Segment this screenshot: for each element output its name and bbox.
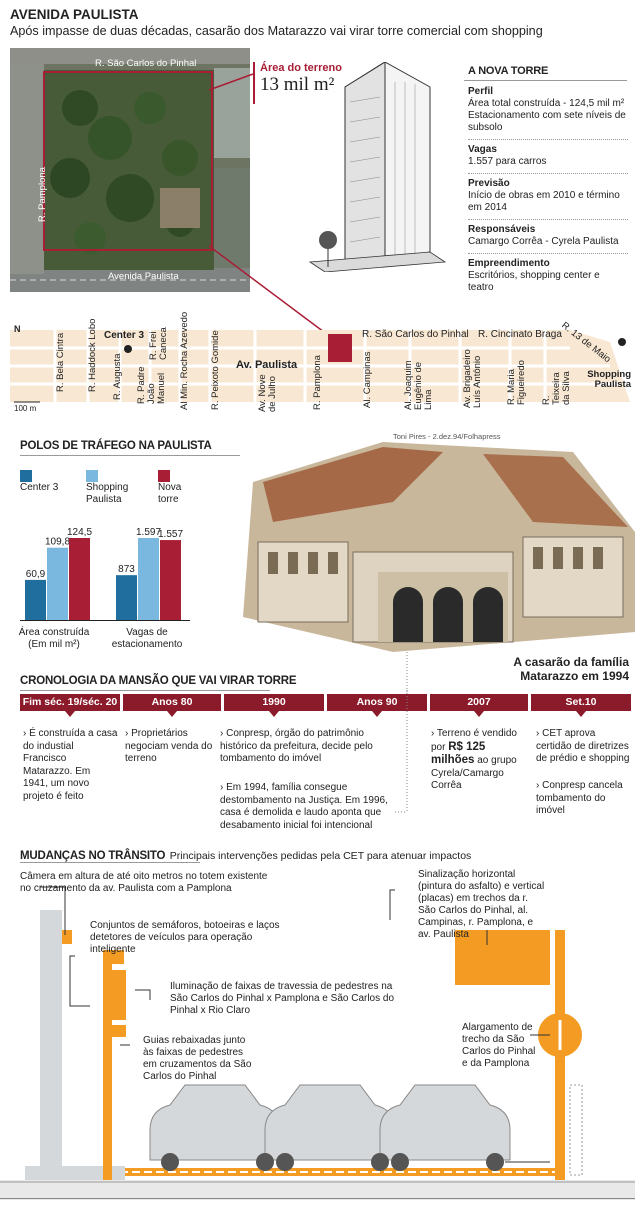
- kicker: AVENIDA PAULISTA: [10, 7, 139, 22]
- area-value: 13 mil m²: [260, 74, 335, 95]
- tower-title: A NOVA TORRE: [468, 65, 549, 77]
- bar-value-label: 1.557: [158, 529, 183, 540]
- timeline-tab: Fim séc. 19/séc. 20: [20, 694, 120, 717]
- street-label-bottom: Avenida Paulista: [108, 271, 179, 282]
- timeline-text: › É construída a casa do industial Franc…: [23, 728, 118, 802]
- legend-swatch: [158, 470, 170, 482]
- connector-lines: [208, 73, 341, 345]
- north-arrow: N: [14, 324, 21, 334]
- timeline-price: R$ 125 milhões: [431, 740, 486, 767]
- chart-category: Vagas de estacionamento: [111, 627, 183, 650]
- scale-label: 100 m: [14, 404, 37, 413]
- tower-item: Vagas 1.557 para carros: [468, 144, 628, 168]
- tower-item: Perfil Área total construída - 124,5 mil…: [468, 86, 628, 134]
- tower-item-head: Responsáveis: [468, 224, 536, 235]
- timeline-tab: Anos 80: [123, 694, 221, 717]
- note-camera: Câmera em altura de até oito metros no t…: [20, 871, 268, 894]
- tower-item-head: Previsão: [468, 178, 510, 189]
- map-cincinato: R. Cincinato Braga: [478, 329, 562, 340]
- aerial-photo: [10, 48, 250, 292]
- chart-title: POLOS DE TRÁFEGO NA PAULISTA: [20, 440, 212, 452]
- timeline-text: › Conpresp cancela tombamento do imóvel: [536, 780, 623, 816]
- lot-outline: [43, 71, 213, 251]
- timeline-connectors: [395, 652, 408, 813]
- tower-item-text: Camargo Corrêa - Cyrela Paulista: [468, 236, 619, 247]
- timeline-tab: Anos 90: [327, 694, 427, 717]
- timeline-text: › Em 1994, família consegue destombament…: [220, 782, 388, 831]
- headline: Após impasse de duas décadas, casarão do…: [10, 24, 543, 38]
- bar-value-label: 60,9: [26, 569, 46, 580]
- tower-item: Previsão Início de obras em 2010 e térmi…: [468, 178, 628, 214]
- map-sao-carlos: R. São Carlos do Pinhal: [362, 329, 469, 340]
- mansion-photo: [243, 442, 635, 652]
- bar-value-label: 109,8: [45, 537, 70, 548]
- street-label-top: R. São Carlos do Pinhal: [95, 58, 197, 69]
- bar: [160, 540, 181, 620]
- map-center3: Center 3: [104, 330, 145, 341]
- timeline-text-part: ao grupo Cyrela/Camargo Corrêa: [431, 755, 517, 791]
- timeline-text: › Terreno é vendido por R$ 125 milhões a…: [431, 728, 531, 793]
- legend-item: Nova torre: [158, 470, 198, 506]
- chart-legend: Center 3 Shopping Paulista Nova torre: [20, 470, 190, 510]
- timeline-title: CRONOLOGIA DA MANSÃO QUE VAI VIRAR TORRE: [20, 675, 297, 687]
- tower-item-text: Área total construída - 124,5 mil m² Est…: [468, 98, 626, 133]
- timeline-text: › CET aprova certidão de diretrizes de p…: [536, 728, 630, 764]
- bar: [25, 579, 46, 620]
- legend-label: Nova torre: [158, 482, 182, 505]
- tower-item-text: Início de obras em 2010 e término em 201…: [468, 190, 620, 213]
- timeline-text: › Proprietários negociam venda do terren…: [125, 728, 213, 764]
- legend-swatch: [20, 470, 32, 482]
- legend-label: Center 3: [20, 482, 59, 493]
- bar-value-label: 873: [118, 564, 135, 575]
- legend-label: Shopping Paulista: [86, 482, 129, 505]
- timeline-tab: 2007: [430, 694, 528, 717]
- tower-item: Empreendimento Escritórios, shopping cen…: [468, 258, 628, 294]
- timeline-tab: 1990: [224, 694, 324, 717]
- photo-caption: A casarão da família Matarazzo em 1994: [513, 655, 629, 683]
- timeline-text: › Conpresp, órgão do patrimônio históric…: [220, 728, 373, 764]
- map-shopping: Shopping Paulista: [587, 369, 631, 390]
- bar: [69, 538, 90, 620]
- note-crossing: Iluminação de faixas de travessia de ped…: [170, 981, 395, 1016]
- legend-item: Center 3: [20, 470, 75, 494]
- street-illustration: [0, 870, 635, 1200]
- tower-illustration: [300, 61, 450, 273]
- bar: [47, 547, 68, 620]
- area-callout: Área do terreno 13 mil m²: [253, 62, 350, 104]
- tower-item-text: 1.557 para carros: [468, 156, 547, 167]
- bar: [138, 538, 159, 620]
- tower-item-head: Perfil: [468, 86, 494, 97]
- legend-item: Shopping Paulista: [86, 470, 141, 506]
- bar-value-label: 124,5: [67, 527, 92, 538]
- note-lights: Conjuntos de semáforos, botoeiras e laço…: [90, 920, 280, 955]
- area-label: Área do terreno: [260, 62, 342, 74]
- note-widening: Alargamento de trecho da São Carlos do P…: [462, 1022, 536, 1069]
- street-map: [10, 312, 630, 422]
- tower-item-text: Escritórios, shopping center e teatro: [468, 270, 600, 293]
- transit-title: MUDANÇAS NO TRÂNSITO: [20, 850, 166, 862]
- tower-item-head: Empreendimento: [468, 258, 550, 269]
- transit-header: MUDANÇAS NO TRÂNSITO Principais interven…: [20, 846, 471, 864]
- bar: [116, 575, 137, 620]
- note-curbs: Guias rebaixadas junto às faixas de pede…: [143, 1035, 252, 1082]
- tower-details: Perfil Área total construída - 124,5 mil…: [468, 86, 628, 294]
- timeline-tab: Set.10: [531, 694, 631, 717]
- map-avenue: Av. Paulista: [236, 359, 298, 371]
- timeline-text-part: › Terreno é vendido por: [431, 728, 517, 753]
- bar-value-label: 1.597: [136, 527, 161, 538]
- photo-credit: Toni Pires - 2.dez.94/Folhapress: [393, 432, 501, 441]
- note-signs: Sinalização horizontal (pintura do asfal…: [418, 869, 545, 940]
- chart-category: Área construída (Em mil m²): [18, 627, 90, 650]
- tower-item: Responsáveis Camargo Corrêa - Cyrela Pau…: [468, 224, 628, 248]
- legend-swatch: [86, 470, 98, 482]
- tower-item-head: Vagas: [468, 144, 497, 155]
- transit-subtitle: Principais intervenções pedidas pela CET…: [169, 850, 472, 862]
